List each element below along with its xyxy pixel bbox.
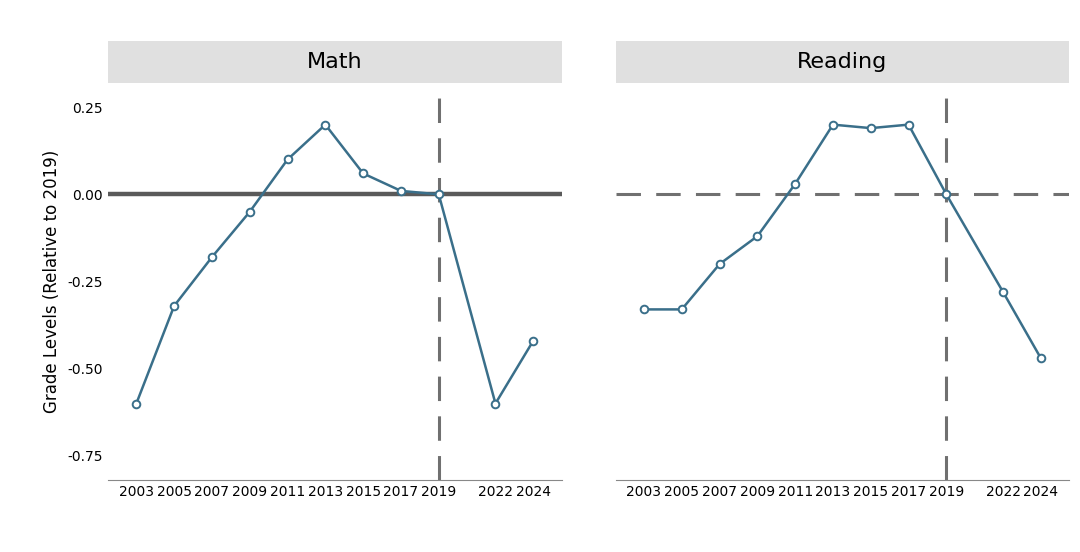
Text: Reading: Reading <box>797 52 888 72</box>
Text: Math: Math <box>307 52 363 72</box>
Y-axis label: Grade Levels (Relative to 2019): Grade Levels (Relative to 2019) <box>43 150 60 413</box>
FancyBboxPatch shape <box>108 41 562 83</box>
FancyBboxPatch shape <box>616 41 1069 83</box>
